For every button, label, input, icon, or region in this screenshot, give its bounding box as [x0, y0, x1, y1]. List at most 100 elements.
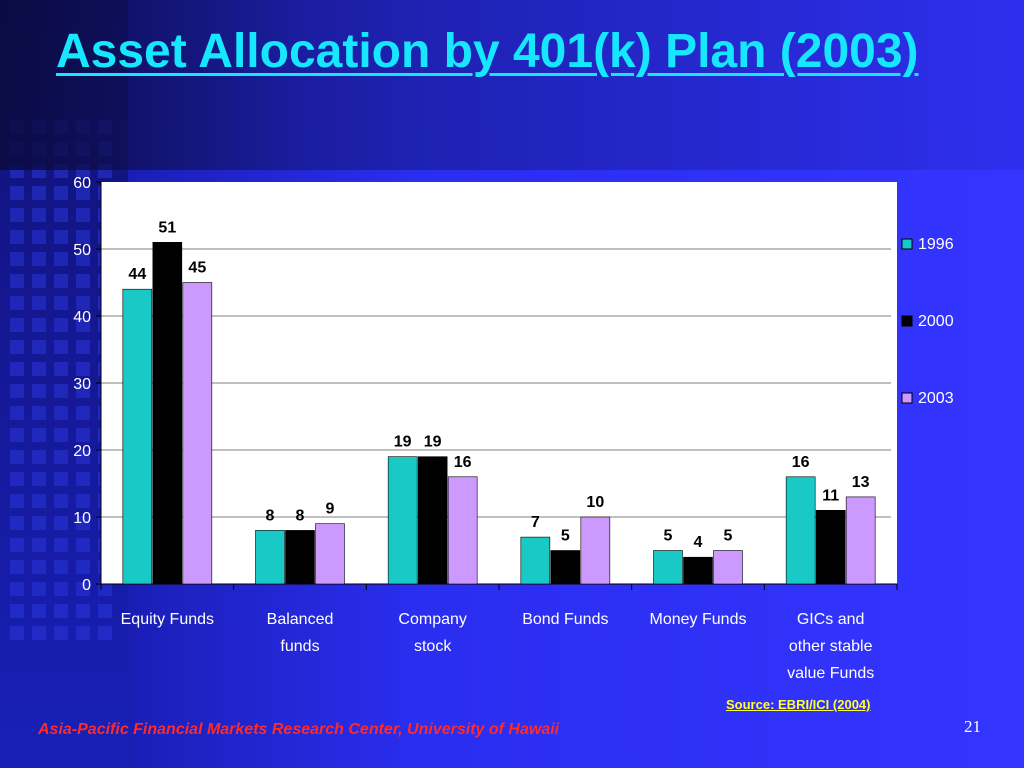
- data-label-2000: 19: [424, 434, 442, 451]
- decorative-square: [32, 340, 46, 354]
- decorative-square: [10, 252, 24, 266]
- y-tick-label: 10: [73, 510, 91, 527]
- data-label-2000: 5: [561, 528, 570, 545]
- decorative-square-row: [10, 604, 120, 618]
- decorative-square: [54, 208, 68, 222]
- data-label-1996: 44: [128, 266, 146, 283]
- decorative-square: [76, 604, 90, 618]
- decorative-square: [76, 340, 90, 354]
- decorative-square: [54, 186, 68, 200]
- decorative-square: [10, 208, 24, 222]
- decorative-square: [54, 296, 68, 310]
- decorative-square: [32, 252, 46, 266]
- decorative-square: [32, 428, 46, 442]
- bar-1996: [387, 456, 418, 585]
- decorative-square: [54, 516, 68, 530]
- category-label: Balanced: [267, 611, 334, 628]
- decorative-square: [32, 296, 46, 310]
- decorative-square: [76, 472, 90, 486]
- bar-1996: [785, 476, 816, 585]
- decorative-square: [76, 516, 90, 530]
- decorative-square: [10, 296, 24, 310]
- decorative-square: [54, 428, 68, 442]
- legend-swatch-1996: [901, 238, 913, 250]
- data-label-2003: 9: [326, 501, 335, 518]
- decorative-square: [32, 274, 46, 288]
- bar-2003: [447, 476, 478, 585]
- decorative-square: [32, 516, 46, 530]
- decorative-square: [32, 362, 46, 376]
- decorative-square: [32, 494, 46, 508]
- y-tick-label: 40: [73, 309, 91, 326]
- data-label-2003: 10: [586, 494, 604, 511]
- decorative-square: [54, 362, 68, 376]
- data-label-1996: 7: [531, 514, 540, 531]
- data-label-2003: 45: [188, 260, 206, 277]
- decorative-square: [10, 428, 24, 442]
- decorative-square: [10, 560, 24, 574]
- data-label-2003: 5: [724, 528, 733, 545]
- decorative-square: [54, 626, 68, 640]
- data-label-1996: 5: [664, 528, 673, 545]
- bar-2000: [683, 556, 713, 585]
- decorative-square: [32, 208, 46, 222]
- decorative-square: [10, 582, 24, 596]
- decorative-square: [32, 186, 46, 200]
- legend-label-2003: 2003: [918, 390, 954, 407]
- decorative-square: [54, 450, 68, 464]
- decorative-square: [10, 230, 24, 244]
- decorative-square: [54, 538, 68, 552]
- category-label: stock: [414, 638, 452, 655]
- decorative-square: [54, 604, 68, 618]
- data-label-2003: 16: [454, 454, 472, 471]
- decorative-square-row: [10, 626, 120, 640]
- bar-2003: [315, 523, 345, 585]
- data-label-1996: 19: [394, 434, 412, 451]
- chart-container: 0 10 20 30 40 50 60 44 51 45 Equity Funds 8 8 9 Balanc…: [0, 170, 1024, 690]
- y-tick-label: 30: [73, 376, 91, 393]
- title-band: [0, 0, 1024, 170]
- legend-swatch-2003: [901, 392, 913, 404]
- decorative-square: [76, 274, 90, 288]
- decorative-square: [10, 450, 24, 464]
- legend-label-1996: 1996: [918, 236, 954, 253]
- bar-1996: [255, 530, 285, 585]
- category-label: Company: [398, 611, 466, 628]
- decorative-square: [76, 450, 90, 464]
- category-label: funds: [280, 638, 319, 655]
- category-label: Equity Funds: [121, 611, 214, 628]
- decorative-square: [54, 406, 68, 420]
- data-label-2000: 51: [158, 219, 176, 236]
- bar-2000: [285, 530, 315, 585]
- category-label: other stable: [789, 638, 873, 655]
- decorative-square: [76, 494, 90, 508]
- decorative-square: [98, 626, 112, 640]
- bar-2003: [845, 496, 876, 585]
- decorative-square: [10, 186, 24, 200]
- bar-2003: [713, 550, 743, 585]
- bar-1996: [653, 550, 683, 585]
- decorative-square: [76, 538, 90, 552]
- source-note: Source: EBRI/ICI (2004): [726, 697, 871, 712]
- decorative-square: [54, 340, 68, 354]
- decorative-square: [32, 318, 46, 332]
- footer-text: Asia-Pacific Financial Markets Research …: [38, 721, 560, 738]
- y-tick-label: 0: [82, 577, 91, 594]
- decorative-square: [76, 362, 90, 376]
- data-label-2003: 13: [852, 474, 870, 491]
- decorative-square: [76, 406, 90, 420]
- bar-2000: [815, 509, 846, 585]
- legend-swatch-2000: [901, 315, 913, 327]
- decorative-square: [32, 450, 46, 464]
- decorative-square: [98, 604, 112, 618]
- decorative-square: [32, 230, 46, 244]
- decorative-square: [10, 318, 24, 332]
- decorative-square: [10, 274, 24, 288]
- decorative-square: [76, 582, 90, 596]
- decorative-square: [54, 384, 68, 398]
- decorative-square: [32, 406, 46, 420]
- decorative-square: [76, 318, 90, 332]
- decorative-square: [54, 472, 68, 486]
- decorative-square: [10, 626, 24, 640]
